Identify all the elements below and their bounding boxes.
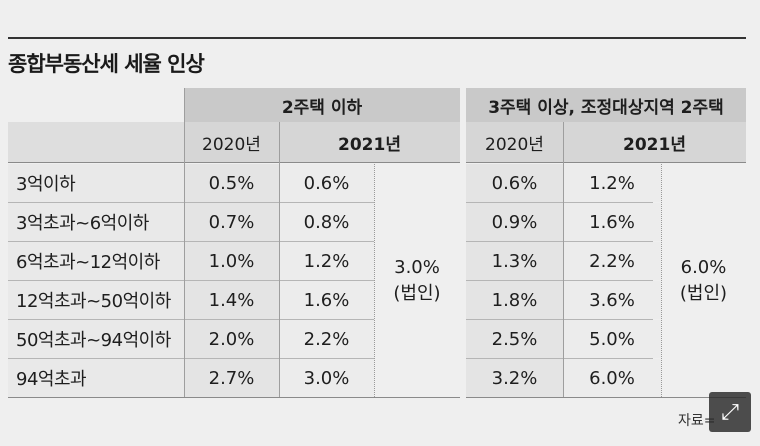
row-label: 94억초과 [8,359,184,397]
g1-2021-value: 0.6% [279,164,374,202]
g2-2020-value: 0.9% [466,203,563,241]
g2-2021-value: 1.2% [563,164,661,202]
row-label: 3억이하 [8,164,184,202]
g2-2020-value: 1.3% [466,242,563,280]
table-row: 12억초과~50억이하 1.4% 1.6% 1.8% 3.6% [8,281,746,319]
g1-2021-value: 0.8% [279,203,374,241]
g1-2021-value: 2.2% [279,320,374,358]
g1-2020-value: 0.7% [184,203,279,241]
table-row: 3억초과~6억이하 0.7% 0.8% 0.9% 1.6% [8,203,746,241]
divider [466,241,653,242]
divider [8,280,374,281]
row-label: 50억초과~94억이하 [8,320,184,358]
corporate-rate-note: (법인) [393,282,441,304]
divider [466,358,653,359]
g2-2020-value: 0.6% [466,164,563,202]
g1-2021-value: 1.6% [279,281,374,319]
divider [184,88,185,397]
top-rule [8,37,746,39]
g2-2021-value: 6.0% [563,359,661,397]
divider [466,319,653,320]
g2-2021-value: 3.6% [563,281,661,319]
expand-icon: ⤢ [721,399,739,425]
divider [279,122,280,397]
corporate-rate-g2: 6.0% (법인) [661,164,746,397]
divider [374,164,376,397]
corporate-rate-note: (법인) [679,282,728,304]
g1-2020-value: 0.5% [184,164,279,202]
table-row: 94억초과 2.7% 3.0% 3.2% 6.0% [8,359,746,397]
year-header-g2-2021: 2021년 [563,122,746,162]
year-header-g2-2020: 2020년 [466,122,563,162]
divider [8,358,374,359]
divider [8,241,374,242]
expand-button[interactable]: ⤢ [709,392,751,432]
g1-2020-value: 2.7% [184,359,279,397]
g1-2021-value: 3.0% [279,359,374,397]
table-row: 6억초과~12억이하 1.0% 1.2% 1.3% 2.2% [8,242,746,280]
corporate-rate-g1: 3.0% (법인) [374,164,460,397]
divider [8,319,374,320]
g1-2020-value: 1.4% [184,281,279,319]
group-gap [460,88,466,408]
year-header-g1-2020: 2020년 [184,122,279,162]
g2-2021-value: 1.6% [563,203,661,241]
year-header-g1-2021: 2021년 [279,122,460,162]
table-row: 3억이하 0.5% 0.6% 0.6% 1.2% [8,164,746,202]
row-label: 3억초과~6억이하 [8,203,184,241]
g2-2021-value: 2.2% [563,242,661,280]
g1-2020-value: 2.0% [184,320,279,358]
group-header-3-or-more: 3주택 이상, 조정대상지역 2주택 [466,88,746,122]
divider [466,280,653,281]
group-header-2-or-less: 2주택 이하 [184,88,460,122]
g2-2020-value: 1.8% [466,281,563,319]
header-blank [8,122,184,162]
row-label: 6억초과~12억이하 [8,242,184,280]
corporate-rate-value: 3.0% [394,256,440,278]
divider [8,397,746,398]
row-label: 12억초과~50억이하 [8,281,184,319]
corporate-rate-value: 6.0% [680,256,727,278]
g2-2021-value: 5.0% [563,320,661,358]
g2-2020-value: 2.5% [466,320,563,358]
divider [661,164,663,397]
g1-2020-value: 1.0% [184,242,279,280]
g2-2020-value: 3.2% [466,359,563,397]
g1-2021-value: 1.2% [279,242,374,280]
source-note: 자료= [678,413,716,429]
divider [8,202,374,203]
divider [8,162,746,163]
divider [466,202,653,203]
table-row: 50억초과~94억이하 2.0% 2.2% 2.5% 5.0% [8,320,746,358]
table-title: 종합부동산세 세율 인상 [8,52,205,76]
divider [563,122,564,397]
